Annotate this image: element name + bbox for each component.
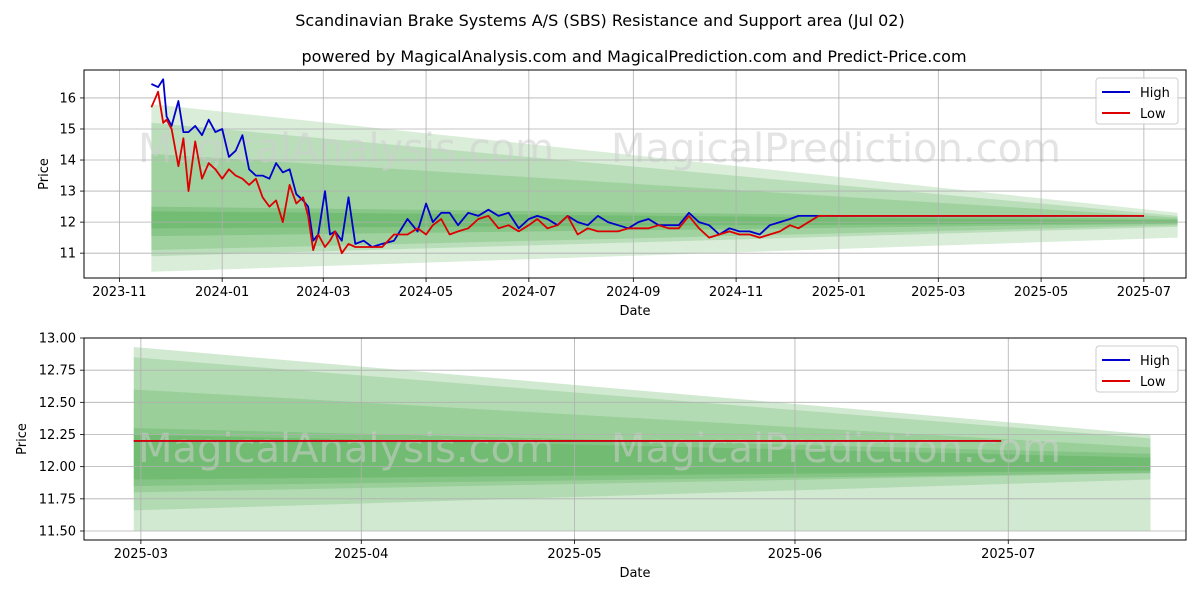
watermark-prediction: MagicalPrediction.com bbox=[611, 426, 1061, 472]
watermark-analysis: MagicalAnalysis.com bbox=[138, 426, 554, 472]
series-lines bbox=[150, 78, 1144, 255]
x-tick-label: 2024-05 bbox=[399, 285, 453, 300]
legend-box bbox=[1095, 345, 1179, 393]
y-tick-label: 15 bbox=[59, 122, 76, 137]
x-tick-label: 2025-07 bbox=[1117, 285, 1171, 300]
watermark-prediction: MagicalPrediction.com bbox=[611, 126, 1061, 172]
y-tick-label: 12.50 bbox=[39, 396, 76, 411]
legend-label-high: High bbox=[1140, 86, 1170, 101]
x-tick-label: 2025-03 bbox=[911, 285, 965, 300]
series-line-high bbox=[151, 78, 1144, 248]
x-tick-label: 2025-01 bbox=[812, 285, 866, 300]
y-tick-label: 11 bbox=[59, 247, 76, 262]
axes-frame bbox=[83, 69, 1187, 279]
chart-subtitle: powered by MagicalAnalysis.com and Magic… bbox=[301, 47, 966, 66]
y-axis-label: Price bbox=[37, 158, 52, 190]
legend-box bbox=[1095, 77, 1179, 125]
series-line-low bbox=[150, 90, 1144, 255]
y-tick-label: 12.00 bbox=[39, 460, 76, 475]
legend-label-low: Low bbox=[1140, 107, 1166, 122]
x-axis-label: Date bbox=[619, 304, 650, 319]
y-tick-label: 12.25 bbox=[39, 428, 76, 443]
x-tick-label: 2025-05 bbox=[547, 547, 601, 562]
x-tick-label: 2025-05 bbox=[1014, 285, 1068, 300]
y-tick-label: 11.75 bbox=[39, 492, 76, 507]
legend-label-high: High bbox=[1140, 354, 1170, 369]
y-tick-label: 14 bbox=[59, 154, 76, 169]
x-tick-label: 2024-01 bbox=[195, 285, 249, 300]
axes-frame bbox=[83, 337, 1187, 541]
forecast-band-2 bbox=[151, 122, 1178, 257]
x-tick-label: 2024-09 bbox=[606, 285, 660, 300]
plot-area bbox=[84, 338, 1186, 540]
forecast-band-1 bbox=[151, 104, 1178, 272]
forecast-band-2 bbox=[133, 357, 1151, 511]
forecast-band-1 bbox=[133, 347, 1151, 531]
forecast-band-4 bbox=[151, 206, 1178, 237]
y-tick-label: 13.00 bbox=[39, 332, 76, 347]
legend-label-low: Low bbox=[1140, 375, 1166, 390]
x-tick-label: 2023-11 bbox=[92, 285, 146, 300]
y-tick-label: 11.50 bbox=[39, 524, 76, 539]
forecast-bands bbox=[151, 104, 1178, 272]
forecast-band-3 bbox=[151, 153, 1178, 251]
x-tick-label: 2025-03 bbox=[114, 547, 168, 562]
x-axis-label: Date bbox=[619, 566, 650, 581]
bottom-chart-panel: MagicalAnalysis.com MagicalPrediction.com… bbox=[15, 332, 1187, 581]
x-tick-label: 2024-03 bbox=[296, 285, 350, 300]
plot-area bbox=[84, 70, 1186, 278]
x-tick-label: 2024-07 bbox=[502, 285, 556, 300]
x-tick-label: 2025-06 bbox=[768, 547, 822, 562]
x-tick-label: 2024-11 bbox=[709, 285, 763, 300]
y-tick-label: 16 bbox=[59, 91, 76, 106]
forecast-band-5 bbox=[133, 434, 1151, 480]
top-chart-panel: MagicalAnalysis.com MagicalPrediction.com… bbox=[37, 69, 1187, 319]
y-tick-label: 12.75 bbox=[39, 364, 76, 379]
y-axis-label: Price bbox=[15, 423, 30, 455]
forecast-band-4 bbox=[133, 428, 1151, 486]
chart-title: Scandinavian Brake Systems A/S (SBS) Res… bbox=[295, 11, 904, 30]
legend: High Low bbox=[1095, 77, 1179, 125]
y-tick-label: 13 bbox=[59, 185, 76, 200]
forecast-band-5 bbox=[151, 211, 1178, 229]
x-tick-label: 2025-07 bbox=[981, 547, 1035, 562]
y-tick-label: 12 bbox=[59, 216, 76, 231]
legend: High Low bbox=[1095, 345, 1179, 393]
x-tick-label: 2025-04 bbox=[334, 547, 388, 562]
